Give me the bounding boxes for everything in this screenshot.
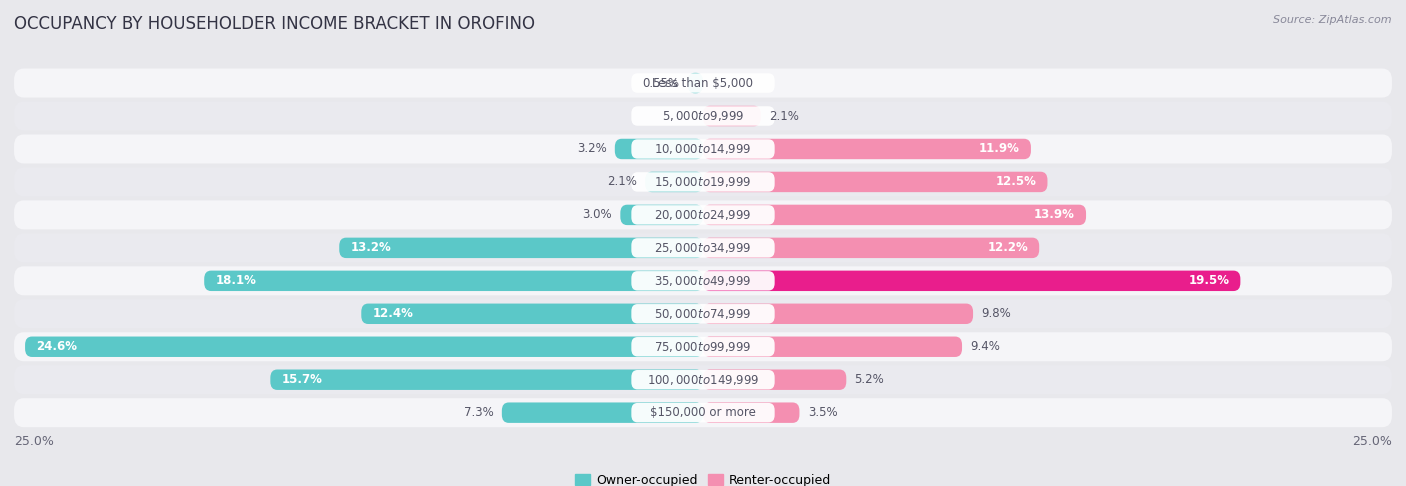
- Text: 13.9%: 13.9%: [1035, 208, 1076, 222]
- Text: $15,000 to $19,999: $15,000 to $19,999: [654, 175, 752, 189]
- FancyBboxPatch shape: [703, 205, 1085, 225]
- Text: 18.1%: 18.1%: [215, 274, 256, 287]
- Text: 19.5%: 19.5%: [1188, 274, 1229, 287]
- Text: OCCUPANCY BY HOUSEHOLDER INCOME BRACKET IN OROFINO: OCCUPANCY BY HOUSEHOLDER INCOME BRACKET …: [14, 15, 536, 33]
- Text: 9.4%: 9.4%: [970, 340, 1000, 353]
- Text: 3.5%: 3.5%: [807, 406, 838, 419]
- FancyBboxPatch shape: [270, 369, 703, 390]
- FancyBboxPatch shape: [361, 304, 703, 324]
- FancyBboxPatch shape: [14, 365, 1392, 394]
- Text: $20,000 to $24,999: $20,000 to $24,999: [654, 208, 752, 222]
- FancyBboxPatch shape: [703, 139, 1031, 159]
- FancyBboxPatch shape: [14, 200, 1392, 229]
- Text: 5.2%: 5.2%: [855, 373, 884, 386]
- Text: 2.1%: 2.1%: [607, 175, 637, 189]
- FancyBboxPatch shape: [645, 172, 703, 192]
- Text: 12.5%: 12.5%: [995, 175, 1036, 189]
- Text: 0.55%: 0.55%: [643, 76, 679, 89]
- FancyBboxPatch shape: [631, 139, 775, 158]
- Text: 12.2%: 12.2%: [987, 242, 1028, 254]
- Text: 25.0%: 25.0%: [1353, 435, 1392, 448]
- FancyBboxPatch shape: [703, 336, 962, 357]
- Text: Less than $5,000: Less than $5,000: [652, 76, 754, 89]
- Text: 13.2%: 13.2%: [350, 242, 391, 254]
- FancyBboxPatch shape: [502, 402, 703, 423]
- Legend: Owner-occupied, Renter-occupied: Owner-occupied, Renter-occupied: [569, 469, 837, 486]
- Text: Source: ZipAtlas.com: Source: ZipAtlas.com: [1274, 15, 1392, 25]
- Text: $35,000 to $49,999: $35,000 to $49,999: [654, 274, 752, 288]
- FancyBboxPatch shape: [14, 102, 1392, 131]
- FancyBboxPatch shape: [688, 73, 703, 93]
- FancyBboxPatch shape: [25, 336, 703, 357]
- FancyBboxPatch shape: [703, 238, 1039, 258]
- Text: $150,000 or more: $150,000 or more: [650, 406, 756, 419]
- Text: 9.8%: 9.8%: [981, 307, 1011, 320]
- FancyBboxPatch shape: [631, 238, 775, 258]
- Text: $75,000 to $99,999: $75,000 to $99,999: [654, 340, 752, 354]
- FancyBboxPatch shape: [631, 73, 775, 93]
- FancyBboxPatch shape: [14, 168, 1392, 196]
- Text: $50,000 to $74,999: $50,000 to $74,999: [654, 307, 752, 321]
- FancyBboxPatch shape: [631, 403, 775, 422]
- FancyBboxPatch shape: [14, 135, 1392, 163]
- FancyBboxPatch shape: [631, 337, 775, 356]
- Text: 15.7%: 15.7%: [281, 373, 322, 386]
- Text: $100,000 to $149,999: $100,000 to $149,999: [647, 373, 759, 387]
- Text: 3.2%: 3.2%: [576, 142, 606, 156]
- FancyBboxPatch shape: [14, 69, 1392, 98]
- FancyBboxPatch shape: [703, 304, 973, 324]
- FancyBboxPatch shape: [204, 271, 703, 291]
- FancyBboxPatch shape: [703, 271, 1240, 291]
- FancyBboxPatch shape: [703, 106, 761, 126]
- FancyBboxPatch shape: [703, 402, 800, 423]
- FancyBboxPatch shape: [14, 299, 1392, 328]
- Text: 11.9%: 11.9%: [979, 142, 1019, 156]
- FancyBboxPatch shape: [620, 205, 703, 225]
- Text: 3.0%: 3.0%: [582, 208, 612, 222]
- FancyBboxPatch shape: [631, 271, 775, 291]
- FancyBboxPatch shape: [14, 266, 1392, 295]
- FancyBboxPatch shape: [614, 139, 703, 159]
- Text: $25,000 to $34,999: $25,000 to $34,999: [654, 241, 752, 255]
- FancyBboxPatch shape: [14, 332, 1392, 361]
- Text: 7.3%: 7.3%: [464, 406, 494, 419]
- Text: 12.4%: 12.4%: [373, 307, 413, 320]
- FancyBboxPatch shape: [703, 369, 846, 390]
- FancyBboxPatch shape: [631, 370, 775, 389]
- FancyBboxPatch shape: [631, 205, 775, 225]
- FancyBboxPatch shape: [14, 233, 1392, 262]
- FancyBboxPatch shape: [339, 238, 703, 258]
- Text: 24.6%: 24.6%: [37, 340, 77, 353]
- Text: 2.1%: 2.1%: [769, 109, 799, 122]
- FancyBboxPatch shape: [631, 106, 775, 126]
- FancyBboxPatch shape: [631, 172, 775, 191]
- Text: $10,000 to $14,999: $10,000 to $14,999: [654, 142, 752, 156]
- FancyBboxPatch shape: [14, 398, 1392, 427]
- FancyBboxPatch shape: [631, 304, 775, 324]
- Text: 25.0%: 25.0%: [14, 435, 53, 448]
- FancyBboxPatch shape: [703, 172, 1047, 192]
- Text: $5,000 to $9,999: $5,000 to $9,999: [662, 109, 744, 123]
